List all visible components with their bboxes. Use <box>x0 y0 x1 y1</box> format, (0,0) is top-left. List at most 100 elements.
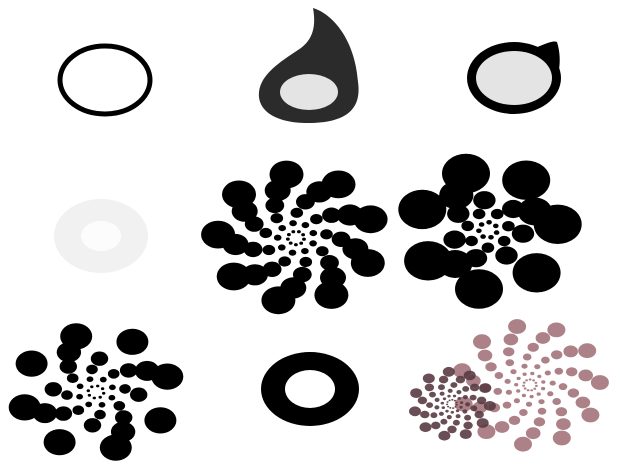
spiral-dot <box>417 396 428 405</box>
spiral-dot <box>465 402 471 407</box>
spiral-dot <box>453 399 456 402</box>
spiral-dot <box>66 373 79 384</box>
spiral-dot <box>454 406 457 408</box>
spiral-dot <box>442 366 455 377</box>
spiral-dot <box>544 370 551 376</box>
spiral-dot <box>446 403 449 406</box>
spiral-dot <box>404 241 453 281</box>
spiral-dot <box>525 427 541 440</box>
spiral-dot <box>44 382 62 397</box>
ring-inner-fill <box>476 51 552 105</box>
spiral-dot <box>463 370 476 381</box>
spiral-dot <box>294 243 298 247</box>
spiral-dot <box>488 235 494 240</box>
spiral-dot <box>551 350 563 360</box>
spiral-dot <box>301 233 305 237</box>
spiral-dot <box>119 384 131 394</box>
spiral-dot <box>476 228 482 234</box>
spiral-dot <box>479 383 492 393</box>
spiral-dot <box>419 422 432 433</box>
spiral-dot <box>420 410 430 419</box>
spiral-dot <box>86 389 91 393</box>
spiral-dot <box>547 322 566 338</box>
spiral-dot <box>447 425 457 434</box>
spiral-dot <box>100 387 105 391</box>
spiral-dot <box>113 401 126 411</box>
spiral-dot <box>502 160 551 200</box>
spiral-dot <box>447 405 450 408</box>
spiral-dot <box>288 241 293 245</box>
spiral-dot <box>76 383 84 390</box>
spiral-dot <box>522 372 527 376</box>
spiral-dot <box>469 383 480 392</box>
spiral-dot <box>262 244 276 256</box>
spiral-dot <box>429 391 436 398</box>
cell-dot-spiral-full <box>201 160 388 315</box>
cell-teardrop <box>258 8 359 124</box>
spiral-dot <box>575 396 591 409</box>
spiral-dot <box>270 213 284 224</box>
spiral-dot <box>309 240 317 247</box>
spiral-dot <box>462 386 470 392</box>
spiral-dot <box>457 397 461 400</box>
spiral-dot <box>476 418 489 428</box>
spiral-dot <box>541 356 550 364</box>
spiral-dot <box>297 230 301 234</box>
spiral-dot <box>301 248 309 255</box>
spiral-dot <box>320 255 339 271</box>
spiral-dot <box>503 347 515 357</box>
spiral-dot <box>508 415 521 425</box>
spiral-dot <box>72 405 85 416</box>
spiral-dot <box>316 246 329 257</box>
spiral-dot <box>322 207 341 223</box>
spiral-dot <box>535 332 551 344</box>
spiral-dot <box>61 390 73 400</box>
spiral-dot <box>552 430 571 446</box>
spiral-dot <box>497 235 511 247</box>
spiral-dot <box>481 242 495 253</box>
spiral-dot <box>87 393 92 397</box>
black-donut-hole <box>285 370 335 408</box>
spiral-dot <box>299 241 304 245</box>
spiral-dot <box>109 384 116 391</box>
spiral-dot <box>516 376 521 381</box>
spiral-dot <box>459 429 472 439</box>
spiral-dot <box>102 391 106 395</box>
spiral-dot <box>90 385 94 389</box>
spiral-dot <box>473 191 496 210</box>
spiral-dot <box>439 391 445 396</box>
spiral-dot <box>534 381 538 384</box>
cell-ring-tail <box>467 41 561 114</box>
spiral-dot <box>450 382 458 388</box>
spiral-dot <box>398 189 447 230</box>
spiral-dot <box>273 234 282 241</box>
spiral-dot <box>291 230 296 234</box>
spiral-dot <box>310 214 323 225</box>
spiral-dot <box>76 393 83 400</box>
spiral-dot <box>119 363 138 378</box>
spiral-dot <box>96 384 100 388</box>
spiral-dot <box>530 389 534 392</box>
spiral-dot <box>538 399 545 405</box>
spiral-dot <box>321 170 356 199</box>
spiral-dot <box>278 244 286 251</box>
spiral-dot <box>86 376 94 383</box>
spiral-dot <box>590 375 609 390</box>
spiral-dot <box>410 388 423 398</box>
spiral-dot <box>309 230 318 237</box>
spiral-dot <box>431 421 441 430</box>
spiral-dot <box>514 436 532 452</box>
spiral-dot <box>516 389 521 393</box>
spiral-dot <box>493 223 499 229</box>
spiral-dot <box>130 387 148 402</box>
spiral-dot <box>98 395 102 399</box>
spiral-dot <box>438 375 449 384</box>
spiral-dot <box>449 407 452 409</box>
spiral-dot <box>438 411 444 416</box>
spiral-dot <box>494 372 504 379</box>
spiral-dot <box>525 401 533 407</box>
spiral-dot <box>302 237 306 241</box>
spiral-dot <box>350 249 385 277</box>
spiral-dot <box>409 406 421 417</box>
